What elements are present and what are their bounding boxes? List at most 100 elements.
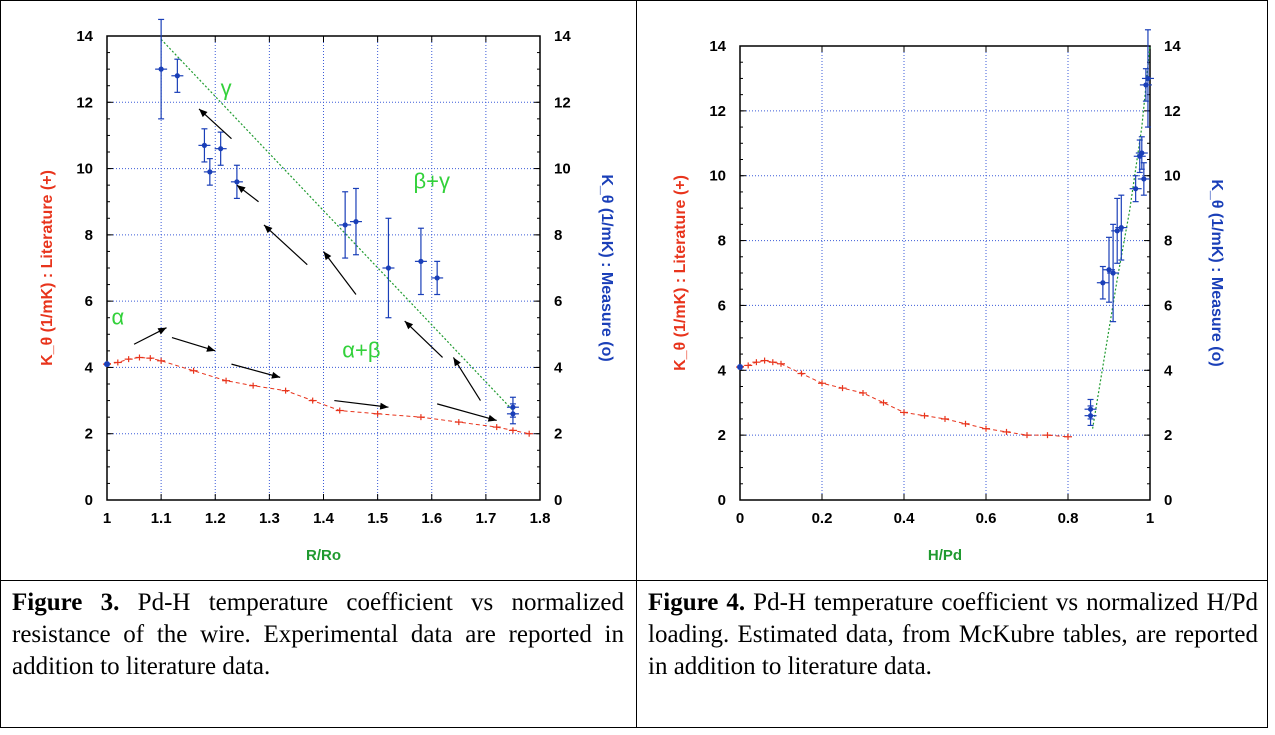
y-tick-label-left: 12 [76,94,93,111]
figure-4-caption-text: Pd-H temperature coefficient vs normaliz… [648,589,1258,680]
y-tick-label-right: 14 [554,28,571,45]
phase-arrow [334,399,389,408]
figure-3-chart: 1 1.1 1.2 1.3 1.4 1.5 1.6 1.7 1.80 02 24 46 68 810 101… [39,18,615,564]
phase-arrow [323,251,357,295]
phase-label: γ [221,76,232,101]
y-tick-label-right: 8 [554,227,562,244]
plot-frame [106,35,541,501]
x-axis-label: R/Ro [306,547,341,564]
y-tick-label-right: 12 [554,94,571,111]
y-axis-label-left: K_θ (1/mK) : Literature (+) [39,170,56,366]
measure-point [218,146,224,152]
y-tick-label-left: 10 [76,161,93,178]
y-tick-label-right: 2 [1164,427,1172,444]
y-tick-label-left: 2 [85,426,93,443]
phase-arrow [452,357,481,401]
x-tick-label: 0.2 [812,510,833,527]
x-tick-label: 1.6 [421,510,442,527]
y-tick-label-right: 4 [1164,362,1173,379]
y-tick-label-left: 0 [85,492,93,509]
measure-point [158,66,164,72]
measure-point [353,219,359,225]
phase-arrow [263,224,308,266]
x-tick-label: 1.4 [313,510,335,527]
phase-label: α+β [342,337,380,362]
measure-point [174,73,180,79]
measure-point [1118,225,1124,231]
y-tick-label-left: 2 [718,427,726,444]
measure-point [434,275,440,281]
y-tick-label-left: 6 [85,293,93,310]
y-tick-label-left: 4 [85,359,94,376]
x-tick-label: 1.3 [259,510,280,527]
x-tick-label: 0.4 [894,510,916,527]
measure-point [1100,280,1106,286]
y-tick-label-right: 2 [554,426,562,443]
y-tick-label-left: 6 [718,297,726,314]
measure-point [418,258,424,264]
phase-arrow-head [323,251,332,261]
measure-point [1141,176,1147,182]
y-tick-label-right: 12 [1164,103,1181,120]
measure-point [1145,75,1151,82]
phase-arrow-head [379,402,389,410]
y-axis-label-right: K_θ (1/mK) : Measure (o) [1208,179,1225,366]
figure-4-caption-label: Figure 4. [648,589,746,616]
measure-point [1143,82,1149,88]
measure-point [385,265,392,271]
panel-divider-horizontal [0,580,1268,581]
phase-arrow [437,403,497,422]
x-tick-label: 1.2 [205,510,226,527]
trend-line-dotted [160,38,514,411]
measure-point [1110,270,1116,276]
y-tick-label-left: 12 [709,103,726,120]
y-axis-label-right: K_θ (1/mK) : Measure (o) [598,174,615,361]
x-tick-label: 1 [103,510,111,527]
measure-point [201,142,208,148]
plot-frame [739,45,1151,501]
y-tick-label-right: 6 [1164,297,1172,314]
phase-arrow-head [236,185,246,193]
figure-3-caption: Figure 3. Pd-H temperature coefficient v… [12,587,624,683]
y-tick-label-right: 0 [1164,492,1172,509]
measure-point [342,222,348,228]
y-tick-label-right: 8 [1164,233,1172,250]
x-tick-label: 1.7 [475,510,496,527]
y-axis-label-left: K_θ (1/mK) : Literature (+) [672,175,689,371]
figure-4-caption: Figure 4. Pd-H temperature coefficient v… [648,587,1258,683]
y-tick-label-left: 4 [718,362,727,379]
measure-point [1106,267,1112,273]
panel-divider-vertical [636,0,637,728]
x-tick-label: 1.8 [530,510,551,527]
x-tick-label: 1.1 [151,510,172,527]
trend-line-dotted [1092,45,1151,429]
phase-arrow [231,363,281,378]
y-tick-label-left: 10 [709,168,726,185]
phase-label: β+γ [413,168,450,193]
y-tick-label-right: 0 [554,492,562,509]
y-tick-label-right: 14 [1164,38,1181,55]
phase-label: α [111,304,124,329]
phase-arrow-head [271,371,281,379]
measure-point [1087,413,1094,419]
y-tick-label-left: 0 [718,492,726,509]
phase-arrow-head [453,357,461,367]
phase-arrow-head [263,224,273,234]
x-tick-label: 0 [736,510,744,527]
y-tick-label-right: 6 [554,293,562,310]
x-axis-label: H/Pd [928,547,962,564]
y-tick-label-right: 10 [1164,168,1181,185]
y-tick-label-left: 14 [709,38,726,55]
measure-point [207,169,213,175]
literature-line [739,360,1069,438]
x-tick-label: 0.8 [1058,510,1079,527]
phase-arrow-head [157,327,167,335]
measure-point [1114,228,1120,234]
measure-point [510,411,516,417]
measure-point-origin [104,361,110,368]
y-tick-label-right: 4 [554,359,563,376]
phase-arrow-head [487,414,497,422]
y-tick-label-left: 14 [76,28,93,45]
